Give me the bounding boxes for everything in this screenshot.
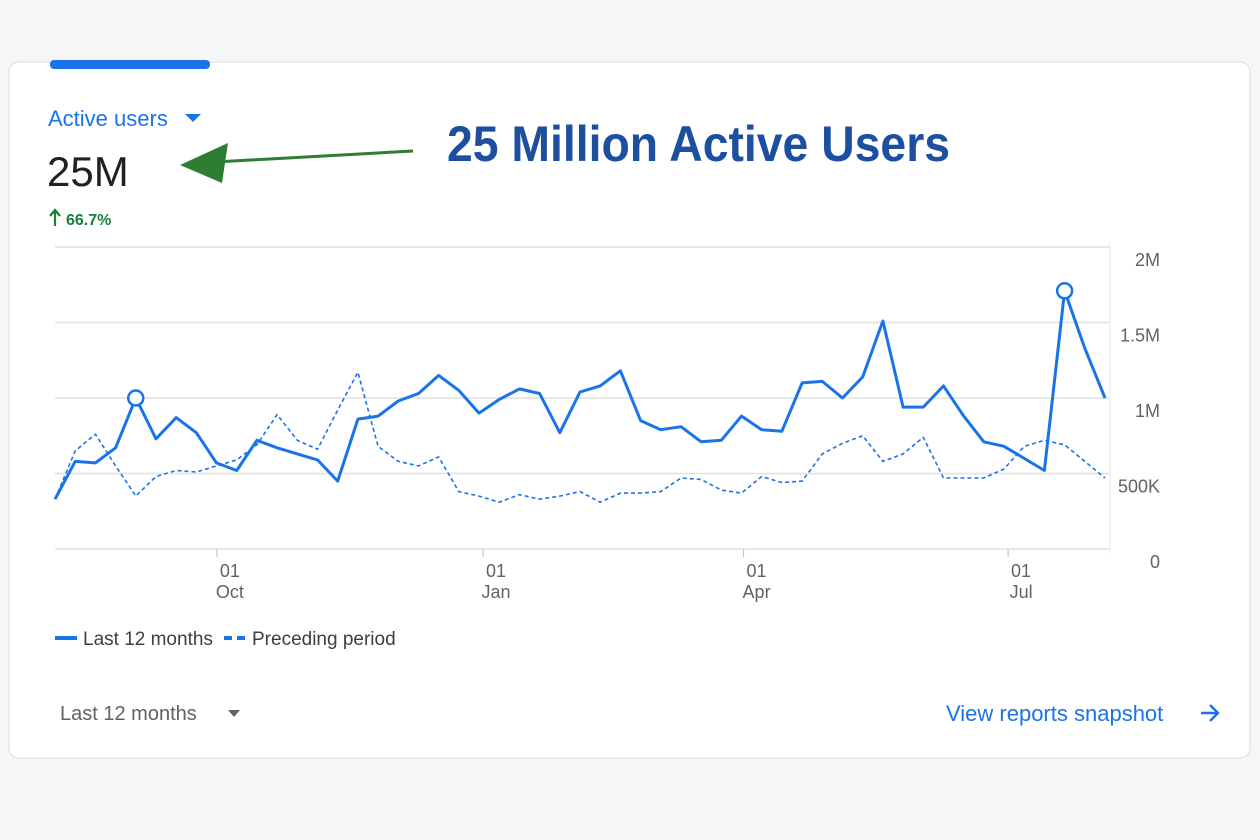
x-tick-label: 01 Apr (743, 561, 771, 602)
legend-label: Last 12 months (83, 629, 213, 650)
annotation-arrowhead (180, 143, 228, 183)
chart: 0 500K 1M 1.5M 2M 01 Oct 01 Jan 01 Apr 01 Jul Last 12… (53, 243, 1160, 650)
up-arrow-icon (49, 208, 61, 226)
link-arrow[interactable] (1201, 704, 1220, 722)
y-tick-label: 1.5M (1120, 326, 1160, 346)
legend-label: Preceding period (252, 629, 396, 650)
x-tick-label: 01 Jan (482, 561, 511, 602)
y-tick-label: 0 (1150, 552, 1160, 572)
card (8, 61, 1251, 759)
y-tick-label: 500K (1118, 477, 1160, 497)
x-tick-label: 01 Jul (1010, 561, 1033, 602)
change-value: 66.7% (66, 212, 111, 229)
active-tab-indicator (50, 60, 210, 69)
highlight-point (1055, 282, 1074, 300)
annotation-arrow (214, 149, 414, 164)
y-tick-label: 1M (1135, 401, 1160, 421)
metric-value: 25M (47, 148, 129, 195)
range-dropdown-icon[interactable] (228, 710, 240, 717)
highlight-point (127, 389, 145, 407)
series-line (53, 289, 1107, 500)
dropdown-icon[interactable] (185, 114, 201, 122)
range-selector[interactable]: Last 12 months (60, 703, 197, 725)
x-tick-label: 01 Oct (216, 561, 244, 602)
series-line (54, 371, 1106, 503)
annotation: 25 Million Active Users (447, 116, 950, 172)
metric-selector[interactable]: Active users (48, 106, 168, 131)
view-reports-link[interactable]: View reports snapshot (946, 701, 1163, 726)
y-tick-label: 2M (1135, 250, 1160, 270)
